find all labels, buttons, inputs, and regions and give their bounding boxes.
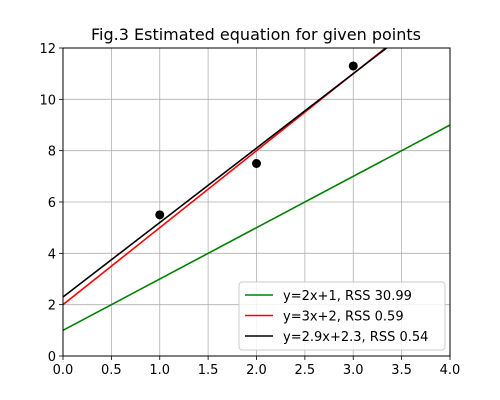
legend-label: y=2.9x+2.3, RSS 0.54 (283, 330, 428, 345)
x-tick-label: 2.5 (295, 363, 316, 378)
x-tick-label: 1.0 (149, 363, 170, 378)
series-lines (62, 47, 451, 332)
x-tick-label: 0.5 (101, 363, 122, 378)
legend: y=2x+1, RSS 30.99 y=3x+2, RSS 0.59 y=2.9x+… (238, 281, 446, 351)
y-tick-label: 10 (39, 93, 56, 108)
legend-box (238, 281, 446, 351)
x-tick-label: 4.0 (440, 363, 461, 378)
y-tick-label: 8 (48, 145, 56, 160)
chart-title: Fig.3 Estimated equation for given point… (91, 25, 421, 44)
series-line-1 (62, 124, 451, 332)
plot-frame (62, 47, 451, 357)
y-tick-label: 0 (48, 350, 56, 365)
data-point (155, 210, 165, 220)
data-point (348, 61, 358, 71)
data-point (252, 159, 261, 168)
y-tick-label: 2 (48, 299, 56, 314)
data-points (155, 61, 358, 220)
legend-label: y=3x+2, RSS 0.59 (283, 310, 404, 325)
legend-label: y=2x+1, RSS 30.99 (283, 289, 412, 304)
x-tick-label: 1.5 (198, 363, 219, 378)
y-axis: 0 2 4 6 8 10 12 (39, 42, 63, 365)
x-tick-label: 3.0 (343, 363, 364, 378)
x-tick-label: 3.5 (391, 363, 412, 378)
x-tick-label: 2.0 (246, 363, 267, 378)
y-tick-label: 12 (39, 42, 56, 57)
series-line-3 (62, 47, 388, 298)
x-tick-label: 0.0 (53, 363, 74, 378)
y-tick-label: 6 (48, 196, 56, 211)
x-axis: 0.0 0.5 1.0 1.5 2.0 2.5 3.0 3.5 4.0 (53, 356, 461, 378)
y-tick-label: 4 (48, 247, 56, 262)
